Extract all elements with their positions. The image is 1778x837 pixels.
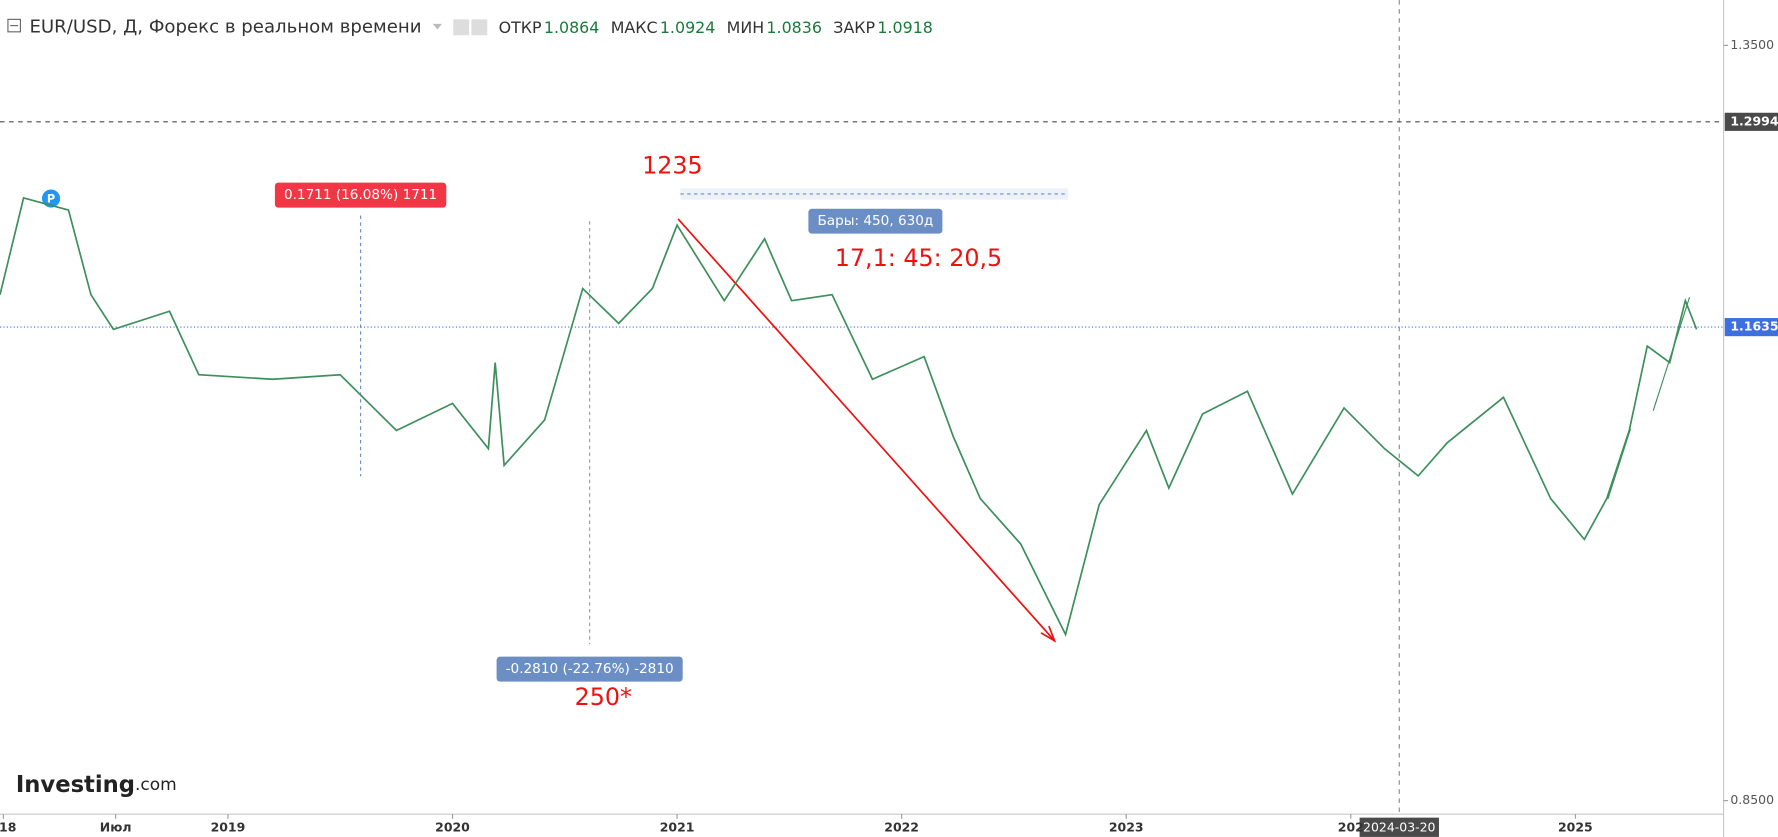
- y-tick-label: 0.8500: [1730, 792, 1774, 807]
- logo-main: Investing: [16, 771, 135, 797]
- measure-area: [680, 188, 1069, 200]
- x-tick-label: 2021: [660, 819, 695, 834]
- annotation: 17,1: 45: 20,5: [835, 244, 1002, 272]
- trend-arrow: [677, 218, 1056, 642]
- x-tick-label: 2022: [884, 819, 919, 834]
- annotation-box: [808, 208, 943, 234]
- logo: Investing.com: [16, 771, 177, 797]
- ohlc-label: МАКС: [611, 18, 658, 37]
- settings-icon[interactable]: [471, 19, 488, 36]
- ohlc-value: 1.0924: [660, 18, 716, 37]
- crosshair-date-box: [1359, 817, 1439, 837]
- ohlc-values: ОТКР 1.0864 МАКС 1.0924 МИН 1.0836 ЗАКР 1.0918: [499, 18, 933, 37]
- annotation: Бары: 450, 630д: [817, 213, 933, 229]
- x-tick-label: 202: [1338, 819, 1364, 834]
- price-label-box: [1724, 112, 1778, 131]
- annotation: -0.2810 (-22.76%) -2810: [506, 661, 674, 677]
- annotation-box: [496, 656, 683, 682]
- chart-title: EUR/USD, Д, Форекс в реальном времени: [29, 16, 421, 37]
- x-tick-label: 018: [0, 819, 16, 834]
- settings-icon[interactable]: [453, 19, 470, 36]
- x-tick-label: Июл: [100, 819, 132, 834]
- arrow-head: [1040, 625, 1057, 643]
- ohlc-label: ЗАКР: [833, 18, 875, 37]
- x-tick-label: 2023: [1109, 819, 1144, 834]
- collapse-icon[interactable]: [7, 18, 21, 33]
- annotation-box: [274, 182, 447, 208]
- x-tick-label: 2019: [211, 819, 246, 834]
- crosshair-date: 2024-03-20: [1363, 819, 1436, 834]
- annotation: 250*: [575, 683, 632, 711]
- ohlc-label: ОТКР: [499, 18, 542, 37]
- price-label-box: [1724, 318, 1778, 337]
- logo-suffix: .com: [135, 775, 177, 795]
- dropdown-icon: [432, 23, 442, 30]
- ohlc-value: 1.0864: [544, 18, 600, 37]
- price-line-series: [0, 196, 1698, 637]
- y-tick-label: 1.3500: [1730, 37, 1774, 52]
- ohlc-value: 1.0918: [877, 18, 933, 37]
- x-tick-label: 2025: [1558, 819, 1593, 834]
- x-tick-label: 2020: [435, 819, 470, 834]
- annotation: 0.1711 (16.08%) 1711: [284, 187, 437, 203]
- price-label: 1.2994: [1730, 113, 1778, 128]
- marker-p[interactable]: [41, 189, 61, 208]
- ohlc-value: 1.0836: [766, 18, 822, 37]
- marker-p-label: P: [47, 192, 55, 206]
- annotation: 1235: [642, 151, 703, 179]
- ohlc-label: МИН: [727, 18, 764, 37]
- price-label: 1.1635: [1730, 319, 1778, 334]
